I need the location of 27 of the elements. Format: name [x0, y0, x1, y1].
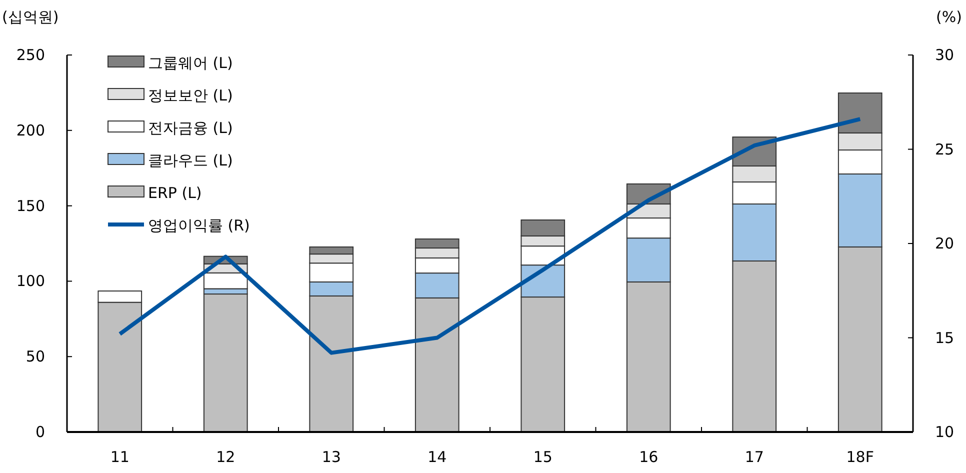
x-tick-label: 15 [533, 448, 552, 466]
y2-axis-title: (%) [936, 8, 962, 26]
x-tick-label: 13 [322, 448, 341, 466]
y-tick-label: 0 [35, 423, 45, 441]
y-tick-label: 250 [16, 46, 45, 64]
x-tick-label: 14 [428, 448, 447, 466]
legend-label: ERP (L) [148, 184, 202, 202]
y2-tick-label: 25 [935, 140, 954, 158]
x-tick-label: 17 [744, 448, 764, 466]
legend-label: 그룹웨어 (L) [148, 54, 233, 72]
y2-tick-label: 15 [935, 328, 954, 347]
legend-label: 클라우드 (L) [148, 152, 233, 170]
x-tick-label: 16 [639, 448, 658, 466]
y2-tick-label: 10 [935, 423, 954, 441]
y-tick-label: 150 [16, 196, 45, 215]
x-tick-label: 12 [216, 448, 236, 466]
x-tick-label: 11 [110, 448, 130, 466]
y2-tick-label: 30 [935, 46, 954, 64]
legend-label: 영업이익률 (R) [148, 216, 250, 234]
y2-tick-label: 20 [935, 234, 954, 252]
y-tick-label: 100 [16, 272, 45, 290]
x-tick-label: 18F [846, 448, 874, 466]
legend-label: 전자금융 (L) [148, 119, 233, 137]
y-tick-label: 50 [26, 348, 45, 366]
y-axis-title: (십억원) [2, 8, 59, 26]
legend-label: 정보보안 (L) [148, 86, 233, 104]
y-tick-label: 200 [16, 121, 45, 140]
